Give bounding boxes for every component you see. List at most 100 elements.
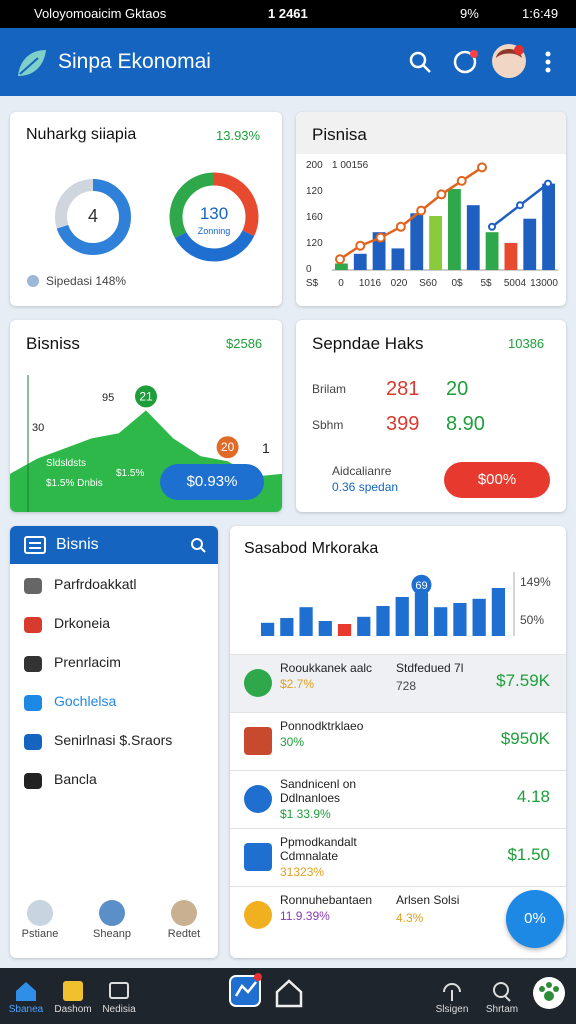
y-label: 0 — [306, 264, 312, 275]
list-row[interactable]: Rooukkanek aalc $2.7% Stdfedued 7l 728 $7.59… — [230, 654, 566, 713]
donut-label: 130 — [200, 204, 228, 223]
x-label: 5$ — [480, 278, 492, 289]
x-label: 1016 — [359, 278, 382, 289]
row-mid: Stdfedued 7l — [396, 661, 464, 675]
sidebar-item[interactable]: Prenrlacim — [54, 654, 121, 670]
list-row[interactable]: Ponnodktrklaeo 30% $950K — [230, 712, 566, 771]
search-icon[interactable] — [190, 537, 206, 553]
axis-label: 149% — [520, 575, 551, 589]
row-sub: 11.9.39% — [280, 909, 330, 923]
logo — [18, 50, 46, 76]
battery: 9% — [460, 6, 479, 21]
action-button[interactable]: $00% — [444, 462, 550, 498]
row-mid: Arlsen Solsi — [396, 893, 460, 907]
footer-icon[interactable] — [27, 900, 53, 926]
x-label: 5004 — [504, 278, 527, 289]
note: Aidcalianre — [332, 464, 392, 478]
footer-icon[interactable] — [171, 900, 197, 926]
area-label: 30 — [32, 422, 44, 434]
bar — [391, 248, 405, 270]
trend-point — [456, 175, 467, 186]
clock: 1:6:49 — [522, 6, 559, 21]
marker — [135, 385, 157, 408]
home-outline-icon[interactable] — [274, 978, 304, 1008]
chat-icon[interactable] — [452, 48, 480, 76]
footer-icon[interactable] — [99, 900, 125, 926]
dash-icon[interactable] — [62, 980, 84, 1002]
bar — [357, 616, 371, 636]
bar — [261, 622, 275, 636]
row-sub: 30% — [280, 735, 305, 749]
sidebar-item[interactable]: Gochlelsa — [54, 693, 117, 709]
row-name: Sandnicenl on — [280, 777, 357, 791]
list-row[interactable]: Sandnicenl on Ddlnanloes $1 33.9% 4.18 — [230, 770, 566, 829]
trend-point — [375, 232, 386, 243]
item-icon — [24, 578, 42, 594]
row-name: Rooukkanek aalc — [280, 661, 373, 675]
search-icon[interactable] — [490, 980, 514, 1002]
sidebar-item[interactable]: Bancla — [54, 771, 97, 787]
card-header — [296, 112, 566, 154]
nav-label[interactable]: Nedisia — [102, 1004, 136, 1015]
row-icon — [244, 785, 272, 813]
bar — [485, 232, 499, 270]
footer-label[interactable]: Sheanp — [93, 928, 131, 940]
x-label: 020 — [391, 278, 408, 289]
paw-icon[interactable] — [532, 976, 566, 1010]
bar — [491, 588, 505, 636]
row-mid-sub: 728 — [396, 679, 417, 693]
sidebar-item[interactable]: Senirlnasi $.Sraors — [54, 732, 173, 748]
row-value: $1.50 — [507, 845, 550, 864]
media-icon[interactable] — [108, 980, 130, 1002]
row-icon — [244, 669, 272, 697]
footer-label[interactable]: Pstiane — [21, 928, 59, 940]
trend-point — [395, 221, 406, 232]
home-icon[interactable] — [14, 980, 38, 1002]
center-icon[interactable] — [228, 972, 264, 1008]
foot-label: $1.5% Dnbis — [46, 478, 103, 489]
x-label: 0 — [338, 278, 344, 289]
sidebar-item[interactable]: Parfrdoakkatl — [54, 576, 137, 592]
value: 10386 — [508, 336, 545, 351]
y-label: 120 — [306, 186, 323, 197]
bar — [353, 253, 367, 270]
row-sub: $1 33.9% — [280, 807, 331, 821]
row-name: Ppmodkandalt — [280, 835, 357, 849]
bar-line-chart: 200 120 160 120 0 1 00156 S$ 0 1016 020 S60 0$ 5$ 500… — [306, 160, 558, 289]
area-label: 1 — [262, 440, 270, 456]
sidebar-item[interactable]: Drkoneia — [54, 615, 111, 631]
signal-icon[interactable] — [440, 980, 464, 1002]
marker — [411, 574, 432, 595]
footer-label[interactable]: Redtet — [167, 928, 201, 940]
donut-sublabel: Zonning — [198, 226, 231, 236]
menu-icon[interactable] — [540, 50, 556, 74]
pisnisa-card: Pisnisa 200 120 160 120 0 1 00156 S$ 0 1016 020 S6… — [296, 112, 566, 306]
app-bar: Sinpa Ekonomai — [0, 28, 576, 96]
avatar[interactable] — [492, 44, 526, 78]
nav-label[interactable]: Sbanea — [8, 1004, 44, 1015]
action-button[interactable]: $0.93% — [160, 464, 264, 500]
row-value: 20 — [446, 378, 469, 400]
row-icon — [244, 727, 272, 755]
fab[interactable]: 0% — [506, 890, 564, 948]
list-row[interactable]: Ronnuhebantaen 11.9.39% Arlsen Solsi 4.3% — [230, 886, 566, 945]
row-value: 4.18 — [516, 787, 550, 806]
card-title: Sepndae Haks — [312, 334, 424, 353]
list-row[interactable]: Ppmodkandalt Cdmnalate 31323% $1.50 — [230, 828, 566, 887]
marker-label: 69 — [415, 580, 427, 592]
nav-label[interactable]: Dashom — [54, 1004, 92, 1015]
search-icon[interactable] — [408, 50, 432, 74]
bar — [414, 592, 429, 636]
item-icon — [24, 773, 42, 789]
card-title: Nuharkg siiapia — [26, 126, 137, 143]
nav-label[interactable]: Slsigen — [435, 1004, 469, 1015]
bottom-nav: Sbanea Dashom Nedisia Slsigen Shrtam — [0, 968, 576, 1024]
trend-point — [488, 222, 496, 231]
list-icon — [24, 536, 46, 554]
note-value: 0.36 spedan — [332, 480, 399, 494]
marker-label: 21 — [139, 389, 153, 403]
nav-label[interactable]: Shrtam — [485, 1004, 519, 1015]
donut-label: 4 — [88, 206, 98, 226]
row-label: Brilam — [312, 382, 347, 396]
